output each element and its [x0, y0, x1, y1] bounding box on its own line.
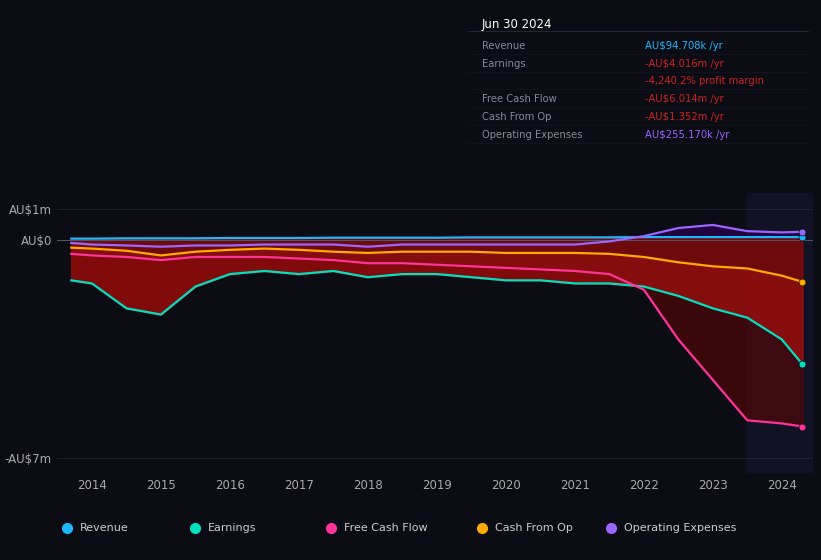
Text: Cash From Op: Cash From Op [482, 112, 551, 122]
Text: Cash From Op: Cash From Op [495, 523, 573, 533]
Text: -AU$1.352m /yr: -AU$1.352m /yr [645, 112, 724, 122]
Text: Operating Expenses: Operating Expenses [623, 523, 736, 533]
Text: -AU$4.016m /yr: -AU$4.016m /yr [645, 59, 724, 69]
Text: -4,240.2% profit margin: -4,240.2% profit margin [645, 76, 764, 86]
Text: Free Cash Flow: Free Cash Flow [482, 94, 557, 104]
Text: Earnings: Earnings [208, 523, 257, 533]
Text: Jun 30 2024: Jun 30 2024 [482, 18, 552, 31]
Text: Free Cash Flow: Free Cash Flow [344, 523, 428, 533]
Text: Revenue: Revenue [482, 41, 525, 51]
Text: -AU$6.014m /yr: -AU$6.014m /yr [645, 94, 724, 104]
Text: AU$255.170k /yr: AU$255.170k /yr [645, 130, 730, 140]
Text: Operating Expenses: Operating Expenses [482, 130, 582, 140]
Text: Earnings: Earnings [482, 59, 525, 69]
Bar [747, 193, 813, 473]
Text: AU$94.708k /yr: AU$94.708k /yr [645, 41, 723, 51]
Text: Revenue: Revenue [80, 523, 128, 533]
